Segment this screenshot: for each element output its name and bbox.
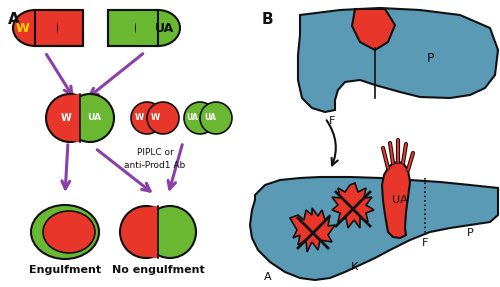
Text: Engulfment: Engulfment [29,265,101,275]
Wedge shape [132,206,158,258]
Ellipse shape [136,10,180,46]
Ellipse shape [31,205,99,259]
Text: F: F [329,116,335,126]
Text: K: K [352,262,358,272]
Text: UA: UA [392,195,408,205]
Ellipse shape [66,94,114,142]
Text: A: A [8,12,20,27]
Ellipse shape [144,206,196,258]
Text: UA: UA [156,22,174,34]
Text: F: F [422,238,428,248]
Polygon shape [250,177,498,280]
Bar [136,10,158,46]
Bar [108,10,158,46]
Text: UA: UA [204,113,216,123]
Text: No engulfment: No engulfment [112,265,204,275]
Text: W: W [150,113,160,123]
Ellipse shape [147,102,179,134]
Text: UA: UA [87,113,101,123]
Bar [35,10,57,46]
Ellipse shape [131,102,163,134]
Wedge shape [56,94,80,142]
Polygon shape [298,8,498,112]
Ellipse shape [13,10,57,46]
Bar [35,10,83,46]
Bar [35,10,83,46]
Bar [108,10,158,46]
Text: B: B [262,12,274,27]
Ellipse shape [43,211,95,253]
Text: W: W [15,22,29,34]
Text: A: A [264,272,272,282]
Ellipse shape [46,94,94,142]
Text: W: W [60,113,72,123]
Polygon shape [382,162,410,238]
Polygon shape [332,183,374,228]
Text: W: W [134,113,143,123]
Polygon shape [352,9,395,50]
Ellipse shape [200,102,232,134]
Ellipse shape [120,206,172,258]
Text: UA: UA [186,113,198,123]
Ellipse shape [184,102,216,134]
Text: P: P [466,228,473,238]
Polygon shape [290,208,335,252]
Text: P: P [426,51,434,65]
Text: PIPLC or
anti-Prod1 Ab: PIPLC or anti-Prod1 Ab [124,148,186,170]
